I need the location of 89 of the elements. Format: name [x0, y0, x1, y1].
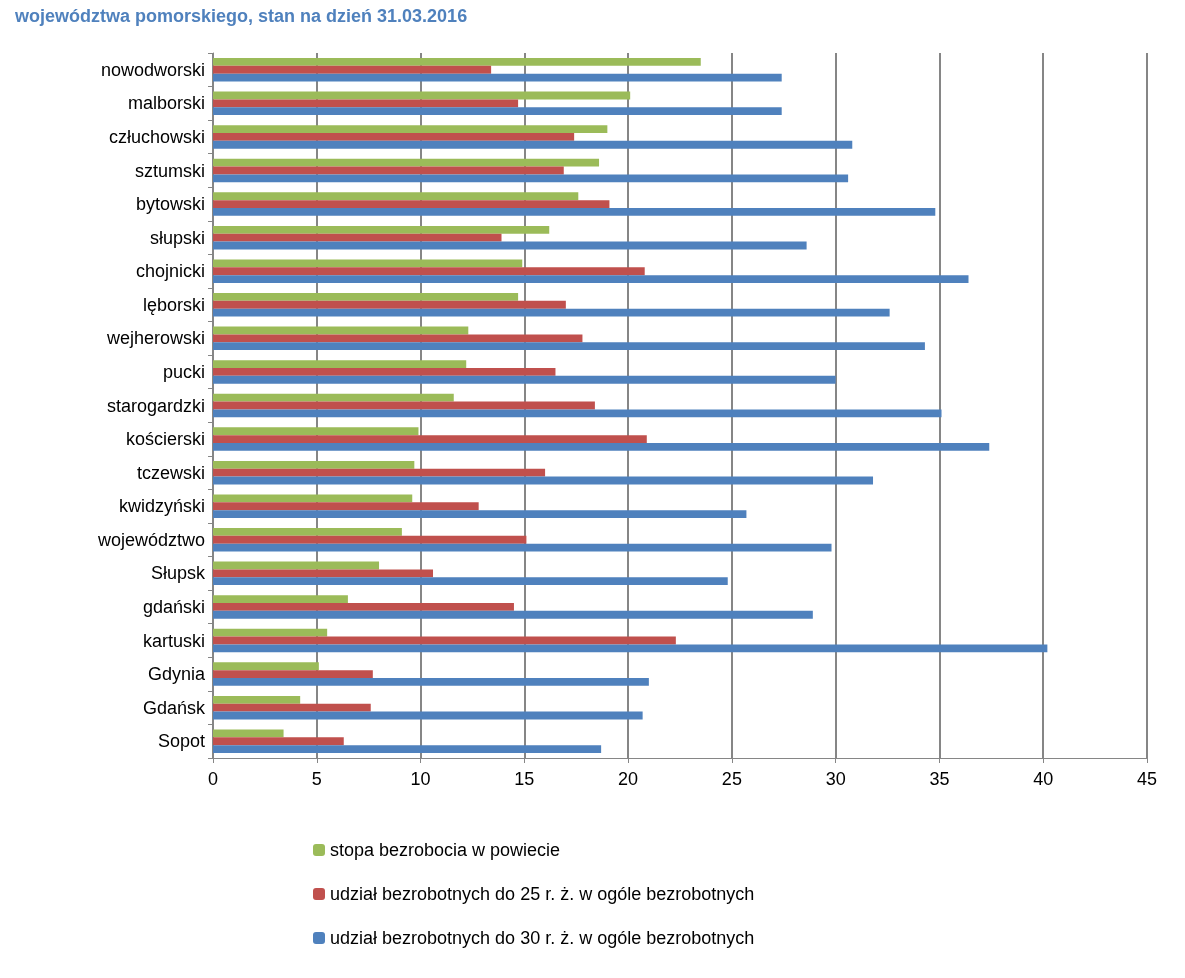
y-tick-label: Sopot	[157, 731, 205, 752]
bar	[213, 528, 402, 536]
x-tick-label: 30	[825, 769, 846, 789]
bar	[213, 595, 348, 604]
x-tick-label: 5	[311, 769, 322, 789]
bar	[213, 460, 415, 469]
chart-title: województwa pomorskiego, stan na dzień 31.03.2016	[14, 6, 468, 26]
x-tick-label: 35	[929, 769, 950, 789]
bar	[213, 368, 556, 376]
y-tick-label: lęborski	[142, 294, 205, 315]
bar	[213, 140, 853, 149]
bar	[213, 442, 990, 451]
bar	[213, 703, 371, 712]
bar	[213, 603, 514, 611]
bar	[213, 729, 284, 738]
bar	[213, 610, 813, 619]
y-tick-label: człuchowski	[108, 126, 205, 147]
bar	[213, 502, 479, 511]
bar	[213, 308, 890, 317]
bar	[213, 207, 936, 216]
x-tick-label: 25	[721, 769, 742, 789]
y-tick-label: malborski	[127, 93, 205, 114]
x-tick-label: 0	[207, 769, 219, 789]
bar	[213, 275, 969, 283]
bar	[213, 628, 328, 637]
bar	[213, 174, 849, 183]
y-tick-label: słupski	[149, 227, 205, 248]
bar	[213, 662, 319, 671]
bar	[213, 494, 413, 503]
bar	[213, 259, 523, 268]
bar	[213, 73, 782, 82]
bar	[213, 695, 301, 704]
x-tick-label: 45	[1136, 769, 1158, 789]
bar	[213, 435, 647, 443]
x-tick-label: 10	[410, 769, 431, 789]
bar	[213, 375, 836, 384]
y-tick-label: sztumski	[134, 160, 205, 181]
bar	[213, 99, 519, 108]
bar	[213, 125, 608, 134]
y-tick-label: pucki	[162, 361, 205, 382]
x-tick-label: 40	[1033, 769, 1054, 789]
bar	[213, 745, 602, 753]
bar	[213, 342, 925, 351]
legend-label: stopa bezrobocia w powiecie	[330, 840, 561, 860]
bar	[213, 233, 502, 242]
bar	[213, 225, 550, 234]
bar	[213, 58, 701, 66]
bar	[213, 158, 600, 167]
y-tick-label: Gdańsk	[142, 697, 206, 718]
bar	[213, 65, 492, 74]
bar	[213, 677, 649, 686]
bar	[213, 510, 747, 518]
y-tick-label: kartuski	[142, 630, 205, 651]
y-tick-label: tczewski	[136, 462, 205, 483]
legend-label: udział bezrobotnych do 30 r. ż. w ogóle bezrobotnych	[330, 928, 755, 948]
bar	[213, 427, 419, 436]
y-tick-label: bytowski	[135, 194, 205, 215]
bar	[213, 334, 583, 343]
bar	[213, 577, 728, 586]
y-tick-label: Słupsk	[150, 563, 206, 584]
bar	[213, 468, 546, 477]
y-tick-label: chojnicki	[135, 261, 205, 282]
x-tick-label: 15	[514, 769, 535, 789]
y-tick-label: kościerski	[125, 429, 205, 450]
y-tick-label: nowodworski	[100, 59, 205, 80]
y-tick-label: Gdynia	[147, 664, 206, 685]
bar	[213, 300, 566, 309]
bar	[213, 360, 467, 369]
bar	[213, 737, 344, 746]
bar	[213, 409, 942, 418]
bar	[213, 644, 1048, 653]
y-tick-label: gdański	[142, 596, 205, 617]
y-tick-label: wejherowski	[105, 328, 205, 349]
x-tick-label: 20	[618, 769, 639, 789]
bar	[213, 192, 579, 201]
bar	[213, 535, 527, 544]
bar	[213, 133, 575, 141]
y-tick-label: kwidzyński	[118, 496, 205, 517]
y-tick-label: województwo	[96, 529, 205, 550]
y-tick-label: starogardzki	[106, 395, 205, 416]
bar	[213, 393, 454, 402]
bar	[213, 267, 645, 276]
bar	[213, 107, 782, 116]
legend-label: udział bezrobotnych do 25 r. ż. w ogóle bezrobotnych	[330, 884, 755, 904]
bar	[213, 200, 610, 208]
bar	[213, 293, 519, 301]
bar	[213, 670, 373, 678]
bar	[213, 543, 832, 552]
bar	[213, 569, 434, 578]
